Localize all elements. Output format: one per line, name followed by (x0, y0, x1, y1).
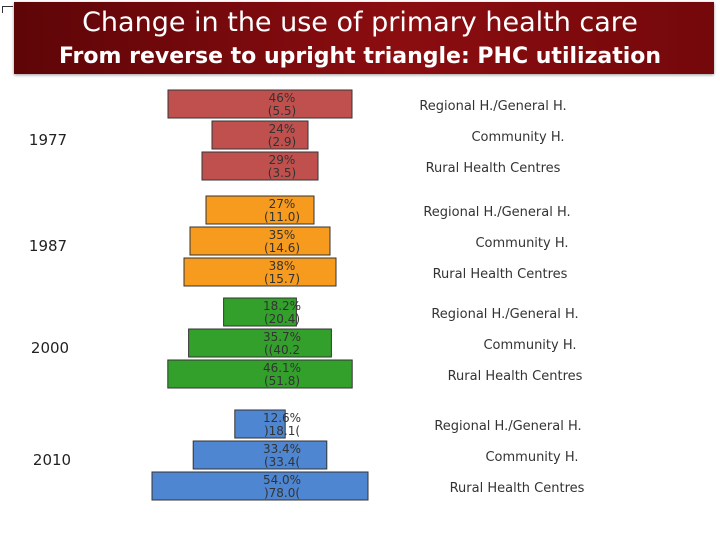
bar-1987-2 (189, 226, 331, 256)
bar-2000-1 (223, 297, 297, 327)
bar-1987-3 (183, 257, 337, 287)
bar-count-label-2000-3: (51.8) (264, 374, 300, 388)
bar-2000-3 (167, 359, 353, 389)
year-label-2010: 2010 (33, 451, 71, 469)
bar-pct-label-2010-1: 12.6% (263, 411, 301, 425)
category-label-1987-2: Community H. (475, 236, 568, 251)
year-label-1977: 1977 (29, 131, 67, 149)
bar-2000-2 (188, 328, 332, 358)
bar-1977-3 (201, 151, 319, 181)
category-label-2000-1: Regional H./General H. (431, 307, 578, 322)
bar-count-label-1977-1: (5.5) (268, 104, 296, 118)
bar-1977-1 (167, 89, 353, 119)
bar-pct-label-1977-2: 24% (269, 122, 296, 136)
bar-2010-2 (192, 440, 328, 470)
bar-count-label-2000-2: ((40.2 (264, 343, 300, 357)
bar-2010-3 (151, 471, 369, 501)
bar-pct-label-1987-3: 38% (269, 259, 296, 273)
category-label-1977-1: Regional H./General H. (419, 99, 566, 114)
header-banner (14, 2, 714, 74)
bar-pct-label-2000-1: 18.2% (263, 299, 301, 313)
category-label-2010-3: Rural Health Centres (450, 481, 585, 496)
bar-count-label-1977-3: (3.5) (268, 166, 296, 180)
bar-count-label-1977-2: (2.9) (268, 135, 296, 149)
bar-pct-label-1987-2: 35% (269, 228, 296, 242)
year-label-2000: 2000 (31, 339, 69, 357)
bar-count-label-1987-2: (14.6) (264, 241, 300, 255)
bar-1977-2 (211, 120, 309, 150)
category-label-2010-2: Community H. (485, 450, 578, 465)
bar-2010-1 (234, 409, 286, 439)
bar-1987-1 (205, 195, 315, 225)
bar-pct-label-2000-2: 35.7% (263, 330, 301, 344)
page-subtitle: From reverse to upright triangle: PHC ut… (58, 44, 662, 69)
category-label-1987-3: Rural Health Centres (433, 267, 568, 282)
category-label-1977-2: Community H. (471, 130, 564, 145)
bar-count-label-2000-1: (20.4) (264, 312, 300, 326)
page-title: Change in the use of primary health care (82, 7, 638, 38)
corner-mark (2, 6, 13, 13)
bar-count-label-2010-1: )18.1( (264, 424, 300, 438)
bar-pct-label-1977-3: 29% (269, 153, 296, 167)
bar-pct-label-2000-3: 46.1% (263, 361, 301, 375)
category-label-2010-1: Regional H./General H. (434, 419, 581, 434)
bar-pct-label-1977-1: 46% (269, 91, 296, 105)
category-label-1977-3: Rural Health Centres (426, 161, 561, 176)
bar-count-label-1987-1: (11.0) (264, 210, 300, 224)
bar-pct-label-2010-2: 33.4% (263, 442, 301, 456)
category-label-2000-2: Community H. (483, 338, 576, 353)
category-label-2000-3: Rural Health Centres (448, 369, 583, 384)
year-label-1987: 1987 (29, 237, 67, 255)
bar-count-label-1987-3: (15.7) (264, 272, 300, 286)
bar-pct-label-1987-1: 27% (269, 197, 296, 211)
bar-count-label-2010-3: )78.0( (264, 486, 300, 500)
bar-count-label-2010-2: (33.4( (264, 455, 300, 469)
bar-pct-label-2010-3: 54.0% (263, 473, 301, 487)
category-label-1987-1: Regional H./General H. (423, 205, 570, 220)
